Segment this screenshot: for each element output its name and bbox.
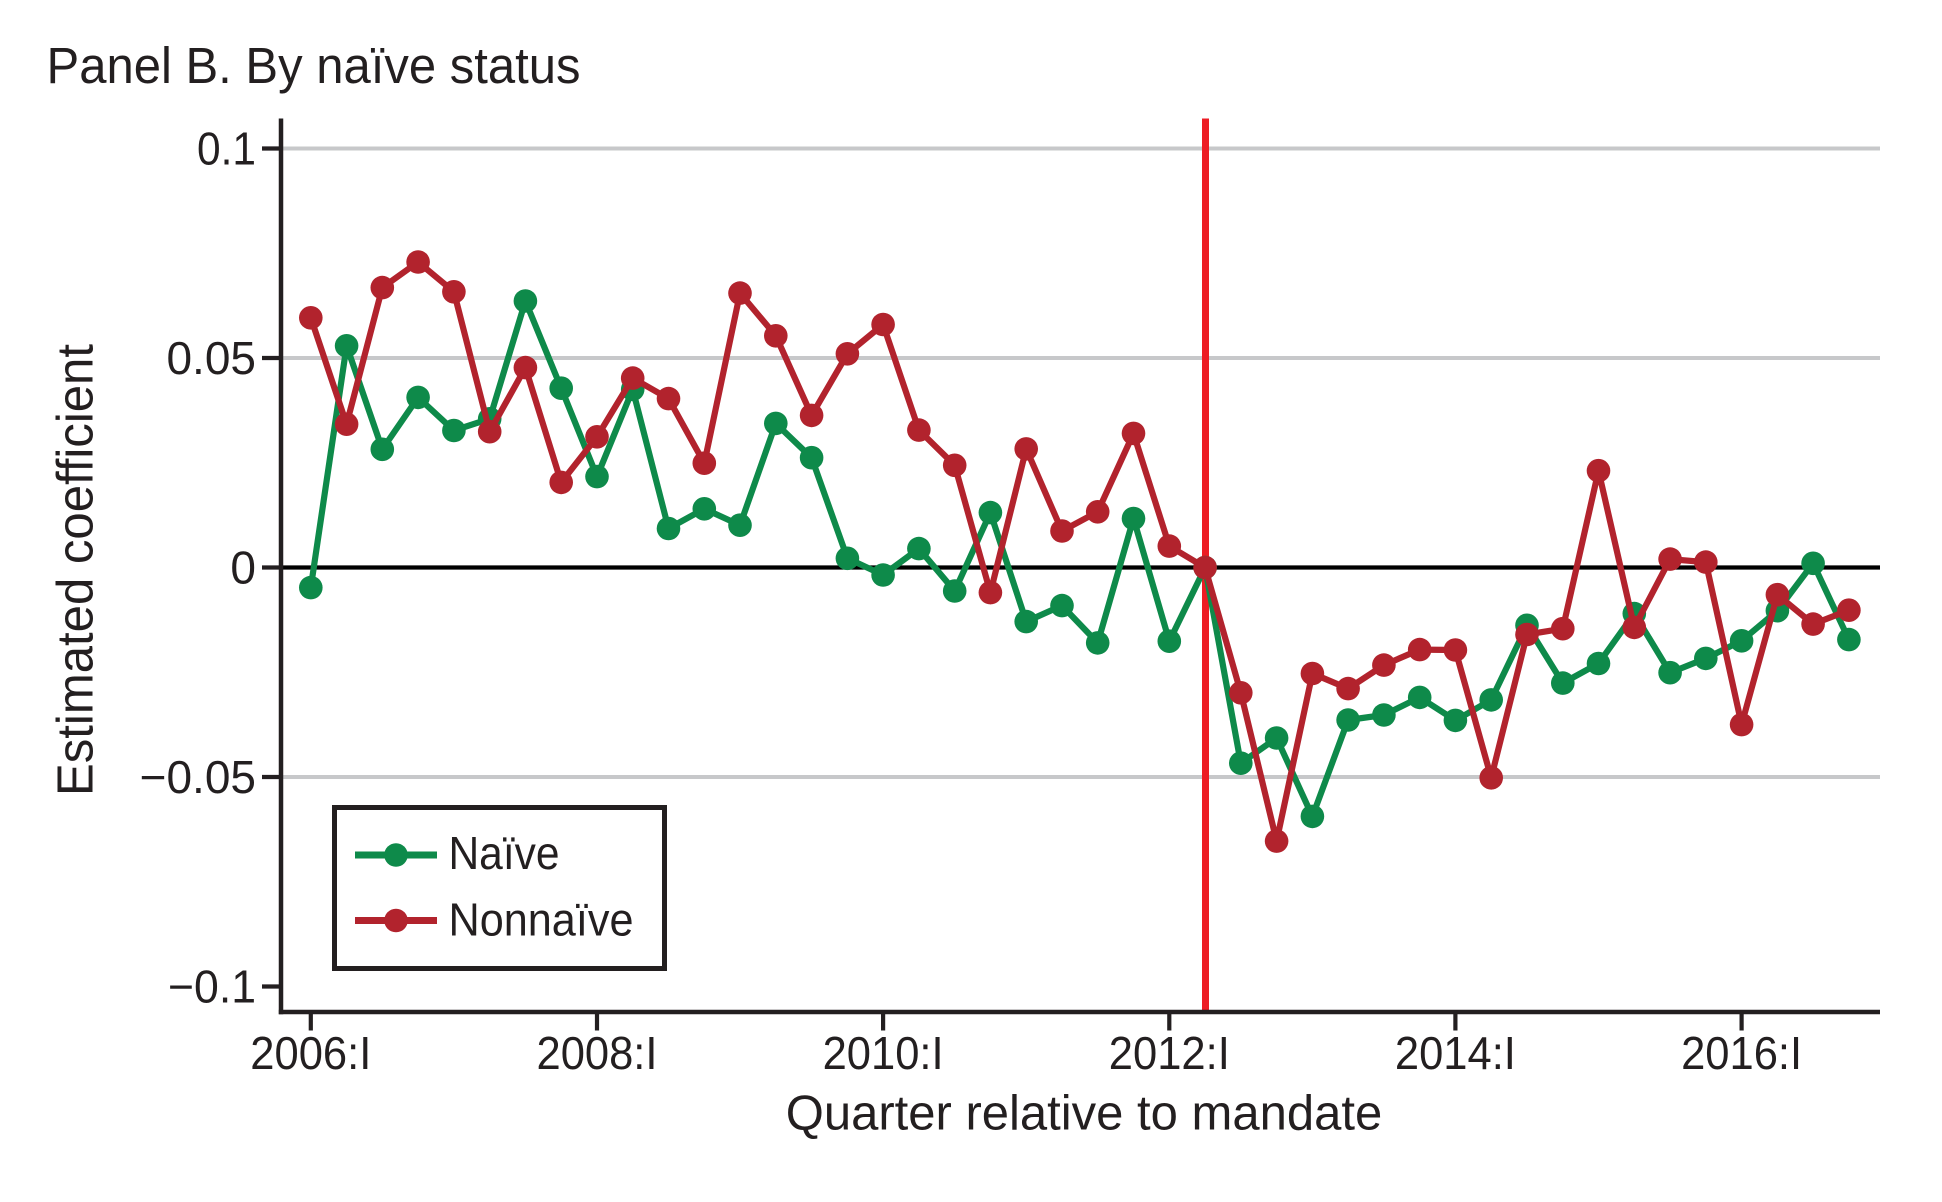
svg-text:2012:I: 2012:I xyxy=(1109,1027,1230,1079)
svg-text:Estimated coefficient: Estimated coefficient xyxy=(47,344,104,796)
svg-text:2010:I: 2010:I xyxy=(823,1027,944,1079)
svg-text:2008:I: 2008:I xyxy=(537,1027,658,1079)
svg-text:2014:I: 2014:I xyxy=(1395,1027,1516,1079)
svg-text:0: 0 xyxy=(230,542,256,594)
svg-text:Naïve: Naïve xyxy=(449,827,560,879)
svg-text:2006:I: 2006:I xyxy=(250,1027,371,1079)
svg-text:Nonnaïve: Nonnaïve xyxy=(449,894,634,946)
svg-text:−0.1: −0.1 xyxy=(168,961,256,1013)
svg-text:2016:I: 2016:I xyxy=(1681,1027,1802,1079)
svg-text:Quarter relative to mandate: Quarter relative to mandate xyxy=(786,1087,1382,1141)
svg-text:0.05: 0.05 xyxy=(166,332,256,384)
svg-text:0.1: 0.1 xyxy=(197,123,256,175)
svg-text:Panel B. By naïve status: Panel B. By naïve status xyxy=(47,37,581,94)
svg-text:−0.05: −0.05 xyxy=(140,751,256,803)
